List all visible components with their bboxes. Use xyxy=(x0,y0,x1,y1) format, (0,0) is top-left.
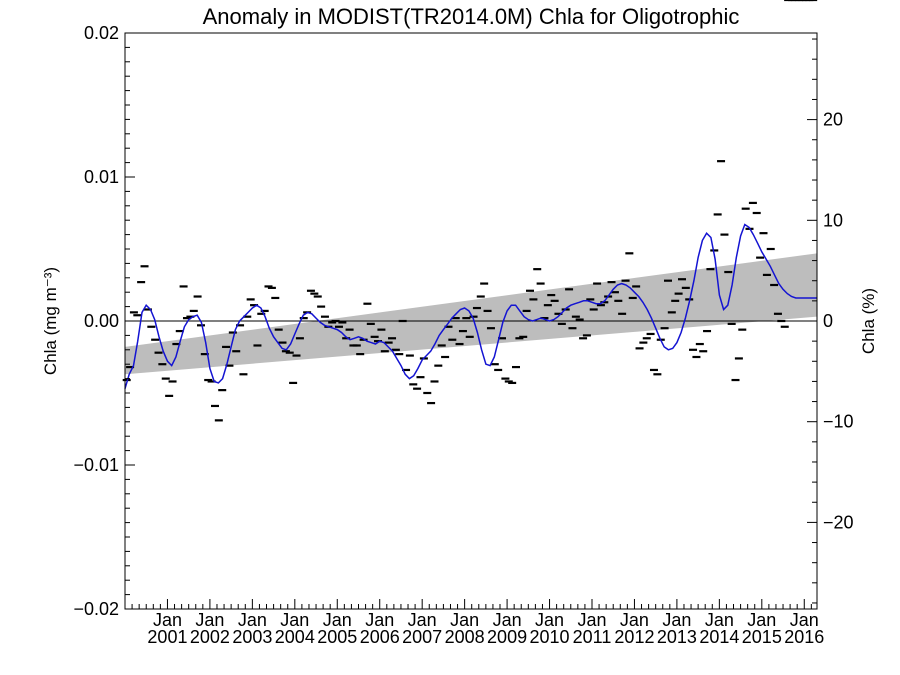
x-tick-month-label: Jan xyxy=(577,610,606,630)
x-tick-month-label: Jan xyxy=(790,610,819,630)
y-left-tick-label: 0.01 xyxy=(84,167,119,187)
y-right-tick-label: 10 xyxy=(823,210,843,230)
y-right-tick-label: −20 xyxy=(823,512,854,532)
x-tick-month-label: Jan xyxy=(662,610,691,630)
x-tick-year-label: 2007 xyxy=(402,627,442,647)
x-tick-year-label: 2012 xyxy=(614,627,654,647)
x-tick-year-label: 2002 xyxy=(190,627,230,647)
x-tick-month-label: Jan xyxy=(238,610,267,630)
x-tick-month-label: Jan xyxy=(365,610,394,630)
y-left-tick-label: 0.00 xyxy=(84,311,119,331)
y-right-tick-label: 20 xyxy=(823,110,843,130)
y-axis-left-label: Chla (mg m⁻³) xyxy=(41,267,60,375)
x-tick-year-label: 2015 xyxy=(742,627,782,647)
x-tick-year-label: 2013 xyxy=(657,627,697,647)
x-tick-month-label: Jan xyxy=(195,610,224,630)
x-tick-month-label: Jan xyxy=(620,610,649,630)
x-tick-year-label: 2014 xyxy=(699,627,739,647)
x-tick-year-label: 2003 xyxy=(232,627,272,647)
x-tick-year-label: 2010 xyxy=(530,627,570,647)
y-left-tick-label: −0.02 xyxy=(73,599,119,619)
x-tick-month-label: Jan xyxy=(280,610,309,630)
x-tick-year-label: 2005 xyxy=(317,627,357,647)
y-right-tick-label: −10 xyxy=(823,412,854,432)
x-tick-year-label: 2009 xyxy=(487,627,527,647)
x-tick-month-label: Jan xyxy=(705,610,734,630)
x-tick-month-label: Jan xyxy=(493,610,522,630)
y-left-tick-label: −0.01 xyxy=(73,455,119,475)
x-tick-year-label: 2008 xyxy=(445,627,485,647)
x-tick-month-label: Jan xyxy=(408,610,437,630)
x-tick-year-label: 2004 xyxy=(275,627,315,647)
x-tick-year-label: 2011 xyxy=(573,627,612,647)
y-right-tick-label: 0 xyxy=(823,311,833,331)
x-tick-month-label: Jan xyxy=(450,610,479,630)
x-tick-month-label: Jan xyxy=(153,610,182,630)
smoothed-line xyxy=(124,223,817,389)
chart-title: Anomaly in MODIST(TR2014.0M) Chla for Ol… xyxy=(203,4,740,29)
x-tick-year-label: 2016 xyxy=(784,627,824,647)
x-tick-month-label: Jan xyxy=(747,610,776,630)
x-tick-month-label: Jan xyxy=(323,610,352,630)
y-left-tick-label: 0.02 xyxy=(84,23,119,43)
x-tick-month-label: Jan xyxy=(535,610,564,630)
x-tick-year-label: 2001 xyxy=(147,627,187,647)
x-tick-year-label: 2006 xyxy=(360,627,400,647)
y-axis-right-label: Chla (%) xyxy=(859,288,878,354)
